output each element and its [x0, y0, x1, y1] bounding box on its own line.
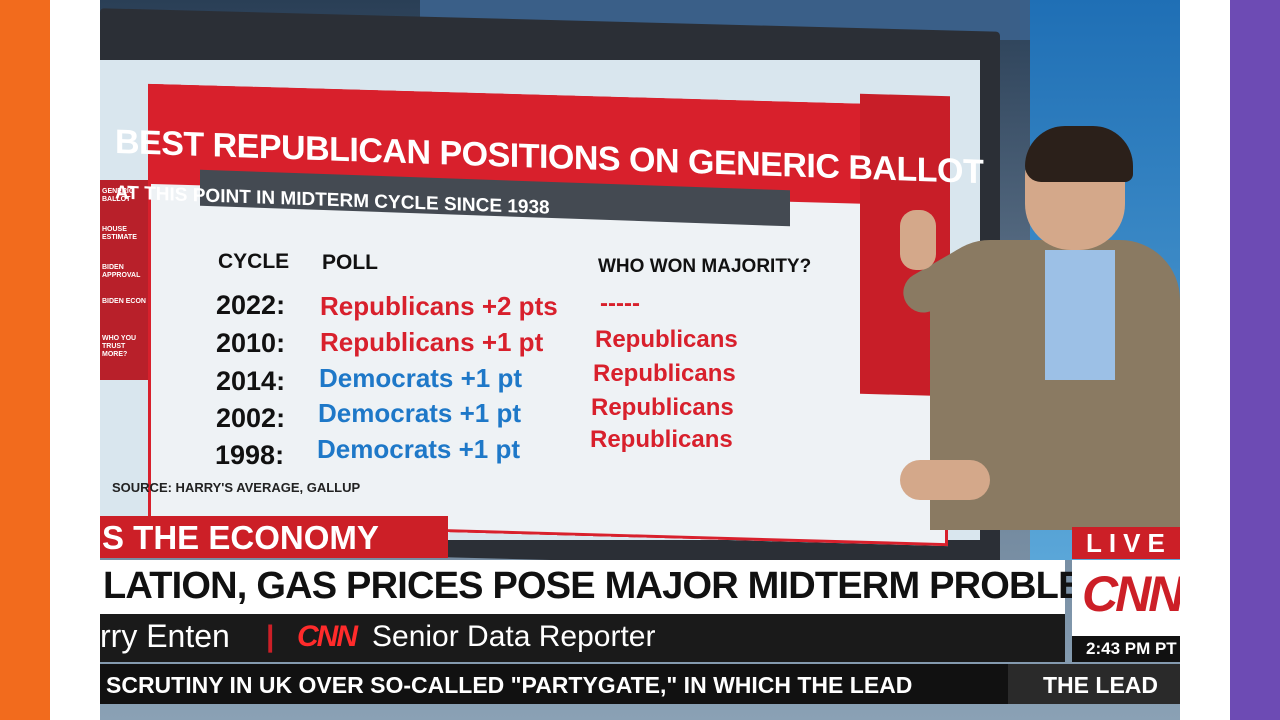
name-separator: | — [266, 620, 275, 653]
time-box — [1072, 636, 1180, 662]
reporter-role: Senior Data Reporter — [372, 620, 656, 653]
screen-side-menu: GENERIC BALLOT HOUSE ESTIMATE BIDEN APPR… — [100, 180, 148, 380]
cnn-logo-box — [1072, 560, 1180, 636]
cnn-logo: CNN — [1082, 566, 1184, 622]
right-purple-border — [1230, 0, 1280, 720]
time-label: 2:43 PM PT — [1086, 639, 1177, 658]
row-winner: Republicans — [595, 326, 738, 353]
row-winner: Republicans — [593, 360, 736, 387]
studio-scene: GENERIC BALLOT HOUSE ESTIMATE BIDEN APPR… — [100, 0, 1180, 720]
row-winner: ----- — [600, 290, 640, 317]
row-poll: Democrats +1 pt — [317, 434, 521, 464]
reporter-shirt — [1045, 250, 1115, 380]
menu-item-who-you-trust: WHO YOU TRUST MORE? — [102, 335, 137, 358]
row-winner: Republicans — [590, 426, 733, 453]
row-cycle: 2022: — [216, 290, 286, 320]
menu-item-generic-ballot: GENERIC BALLOT — [102, 188, 134, 203]
right-white-border — [1180, 0, 1230, 720]
cnn-inline-logo: CNN — [297, 620, 358, 653]
reporter-hand-raised — [900, 210, 936, 270]
menu-item-biden-approval: BIDEN APPROVAL — [102, 264, 141, 279]
live-label: LIVE — [1086, 528, 1172, 558]
menu-item-house-estimate: HOUSE ESTIMATE — [102, 226, 137, 241]
live-badge — [1072, 527, 1180, 559]
reporter-hair — [1025, 126, 1133, 182]
menu-item-biden-econ: BIDEN ECON — [102, 298, 146, 305]
ticker-right-text: THE LEAD — [1043, 672, 1158, 698]
row-poll: Republicans +2 pts — [320, 291, 558, 321]
ticker-bar — [100, 664, 1180, 704]
left-white-border — [50, 0, 100, 720]
topic-label: S THE ECONOMY — [102, 519, 379, 556]
row-cycle: 2002: — [216, 403, 286, 433]
ticker-text: SCRUTINY IN UK OVER SO-CALLED "PARTYGATE… — [106, 672, 913, 698]
graphic-source: SOURCE: HARRY'S AVERAGE, GALLUP — [112, 480, 361, 495]
row-poll: Republicans +1 pt — [320, 327, 544, 357]
row-poll: Democrats +1 pt — [318, 398, 522, 428]
reporter-name: rry Enten — [100, 618, 230, 654]
row-cycle: 2010: — [216, 328, 286, 358]
header-who-won: WHO WON MAJORITY? — [598, 256, 812, 277]
row-poll: Democrats +1 pt — [319, 363, 523, 393]
row-cycle: 1998: — [215, 440, 285, 470]
topic-bar — [100, 516, 448, 558]
name-bar — [100, 614, 1065, 662]
reporter-hand-lower — [900, 460, 990, 500]
row-cycle: 2014: — [216, 366, 286, 396]
headline-bar — [100, 560, 1065, 614]
ticker-right-panel — [1008, 664, 1180, 704]
left-orange-border — [0, 0, 50, 720]
row-winner: Republicans — [591, 394, 734, 421]
header-poll: POLL — [322, 251, 378, 274]
header-cycle: CYCLE — [218, 250, 290, 273]
